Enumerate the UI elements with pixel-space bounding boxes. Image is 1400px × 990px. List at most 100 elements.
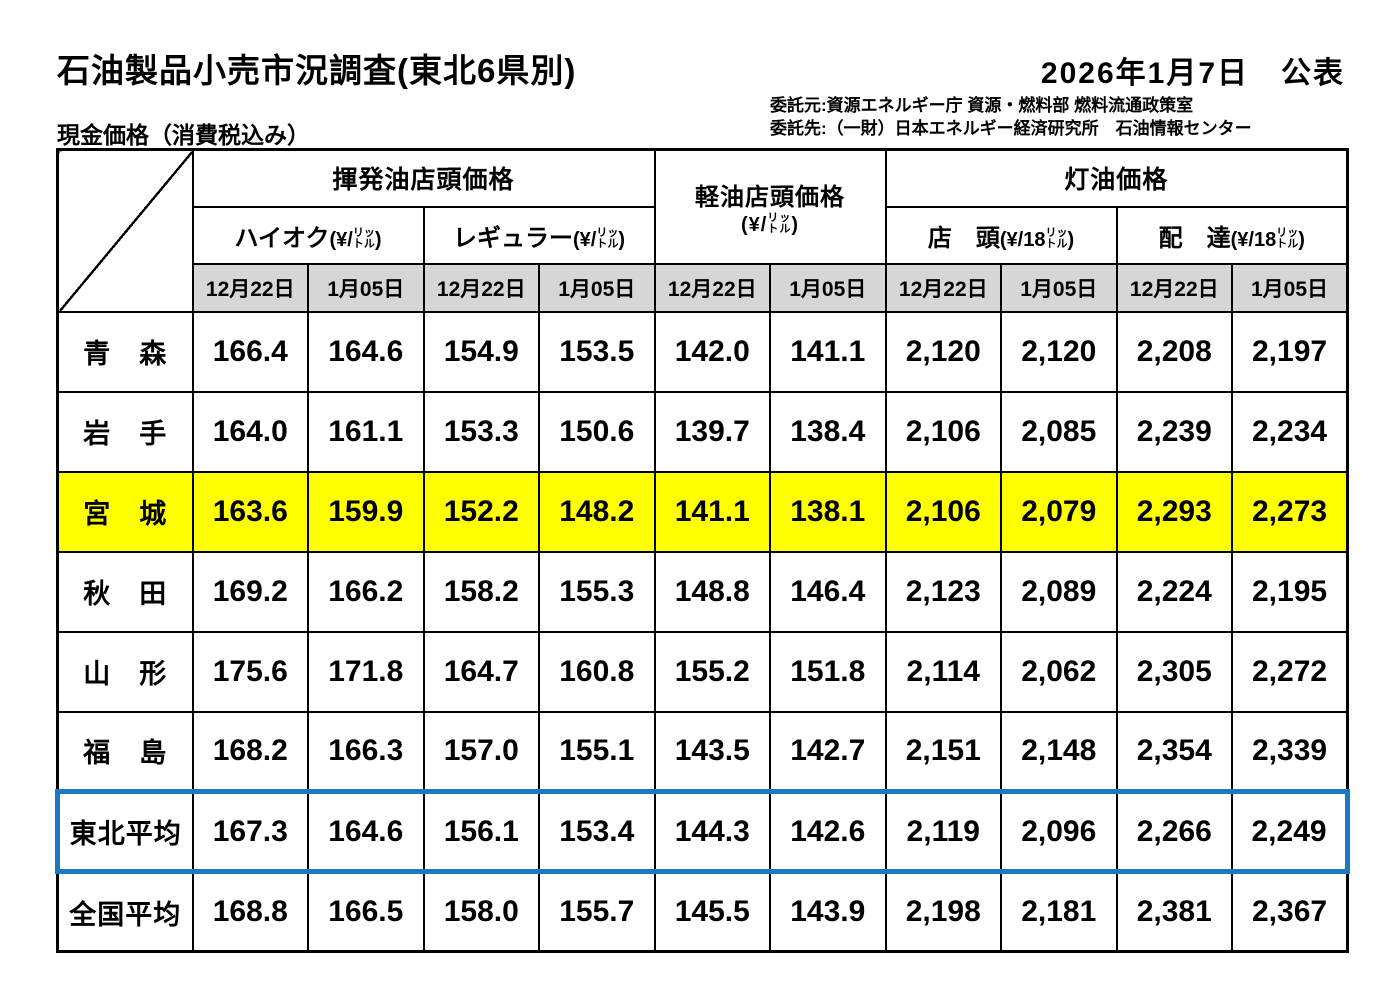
price-cell: 160.8 [538, 630, 656, 713]
liter-stack: リッ トル [1045, 228, 1067, 250]
row-label: 山 形 [56, 630, 194, 713]
date-header-cell: 1月05日 [1231, 262, 1349, 313]
price-cell: 152.2 [422, 470, 540, 553]
price-cell: 164.6 [307, 789, 425, 874]
price-cell: 148.8 [653, 550, 772, 633]
price-cell: 153.4 [538, 789, 656, 874]
price-cell: 2,181 [1000, 870, 1118, 953]
subheader-regular: レギュラー(¥/リッ トル) [422, 205, 656, 265]
price-cell: 2,224 [1115, 550, 1234, 633]
price-cell: 2,197 [1231, 310, 1349, 393]
liter-top: リッ [1045, 227, 1068, 240]
price-cell: 167.3 [191, 789, 309, 874]
liter-top: リッ [767, 212, 792, 225]
price-cell: 2,195 [1231, 550, 1349, 633]
price-cell: 153.3 [422, 390, 540, 473]
table-row-yamagata: 山 形 175.6 171.8 164.7 160.8 155.2 151.8 … [56, 630, 1349, 713]
liter-bottom: トル [767, 223, 792, 236]
price-cell: 2,096 [1000, 789, 1118, 874]
header-gasoline-group: 揮発油店頭価格 [191, 148, 656, 208]
diesel-group-label: 軽油店頭価格 [695, 183, 846, 211]
row-label: 岩 手 [56, 390, 194, 473]
subheader-kerosene-shop: 店 頭(¥/18 リッ トル) [884, 205, 1118, 265]
commission-to: 委託先:（一財）日本エネルギー経済研究所 石油情報センター [770, 119, 1252, 138]
table-row-fukushima: 福 島 168.2 166.3 157.0 155.1 143.5 142.7 … [56, 710, 1349, 793]
delivery-unit: (¥/18 リッ トル) [1231, 228, 1305, 251]
price-cell: 2,106 [884, 470, 1003, 553]
price-cell: 175.6 [191, 630, 309, 713]
diagonal-cell [56, 148, 194, 313]
price-cell: 168.8 [191, 870, 309, 953]
price-cell: 154.9 [422, 310, 540, 393]
price-cell: 2,266 [1115, 789, 1234, 874]
table-row-aomori: 青 森 166.4 164.6 154.9 153.5 142.0 141.1 … [56, 310, 1349, 393]
price-cell: 138.1 [769, 470, 887, 553]
price-cell: 164.7 [422, 630, 540, 713]
row-label: 東北平均 [55, 789, 194, 874]
price-cell: 168.2 [191, 710, 309, 793]
liter-stack: リッ トル [1276, 228, 1298, 250]
price-cell: 166.5 [307, 870, 425, 953]
liter-top: リッ [1276, 227, 1299, 240]
gasoline-group-label: 揮発油店頭価格 [332, 166, 515, 195]
subheader-highoctane: ハイオク(¥/リッ トル) [191, 205, 425, 265]
price-cell: 2,234 [1231, 390, 1349, 473]
row-label: 秋 田 [56, 550, 194, 633]
price-cell: 166.4 [191, 310, 309, 393]
liter-bottom: トル [596, 238, 619, 251]
price-cell: 2,079 [1000, 470, 1118, 553]
table-row-tohoku-average-boxed: 東北平均 167.3 164.6 156.1 153.4 144.3 142.6… [55, 789, 1351, 874]
unit-close: ) [1067, 228, 1075, 251]
price-cell: 2,198 [884, 870, 1003, 953]
table-row-national-average: 全国平均 168.8 166.5 158.0 155.7 145.5 143.9… [56, 870, 1349, 953]
price-cell: 155.7 [538, 870, 656, 953]
regular-label: レギュラー [453, 224, 573, 252]
header-kerosene-group: 灯油価格 [884, 148, 1349, 208]
date-header-cell: 12月22日 [422, 262, 540, 313]
date-header-cell: 12月22日 [884, 262, 1003, 313]
price-cell: 2,106 [884, 390, 1003, 473]
price-cell: 153.5 [538, 310, 656, 393]
price-cell: 138.4 [769, 390, 887, 473]
regular-unit: (¥/リッ トル) [573, 228, 625, 251]
date-header-cell: 1月05日 [769, 262, 887, 313]
price-cell: 2,208 [1115, 310, 1234, 393]
kerosene-group-label: 灯油価格 [1064, 166, 1169, 195]
price-cell: 155.1 [538, 710, 656, 793]
price-cell: 159.9 [307, 470, 425, 553]
page-title: 石油製品小売市況調査(東北6県別) [57, 52, 577, 89]
price-cell: 2,085 [1000, 390, 1118, 473]
header-date-row: 12月22日 1月05日 12月22日 1月05日 12月22日 1月05日 1… [58, 262, 1349, 313]
row-label: 全国平均 [56, 870, 194, 953]
price-cell: 2,119 [884, 789, 1003, 874]
price-cell: 2,249 [1231, 789, 1351, 874]
price-cell: 150.6 [538, 390, 656, 473]
price-cell: 158.2 [422, 550, 540, 633]
unit-prefix: (¥/ [741, 213, 768, 236]
price-cell: 169.2 [191, 550, 309, 633]
table-row-miyagi-highlighted: 宮 城 163.6 159.9 152.2 148.2 141.1 138.1 … [56, 470, 1349, 553]
price-cell: 156.1 [422, 789, 540, 874]
price-cell: 141.1 [769, 310, 887, 393]
price-cell: 166.2 [307, 550, 425, 633]
shop-unit: (¥/18 リッ トル) [1000, 228, 1075, 251]
price-cell: 163.6 [191, 470, 309, 553]
price-cell: 145.5 [653, 870, 772, 953]
price-cell: 2,148 [1000, 710, 1118, 793]
price-cell: 155.2 [653, 630, 772, 713]
commission-block: 委託元:資源エネルギー庁 資源・燃料部 燃料流通政策室 委託先:（一財）日本エネ… [770, 94, 1252, 140]
price-cell: 2,239 [1115, 390, 1234, 473]
subheader-kerosene-delivery: 配 達(¥/18 リッ トル) [1115, 205, 1349, 265]
price-cell: 2,273 [1231, 470, 1349, 553]
price-cell: 2,114 [884, 630, 1003, 713]
shop-label: 店 頭 [927, 224, 1000, 252]
unit-close: ) [1298, 228, 1305, 251]
price-cell: 2,123 [884, 550, 1003, 633]
price-cell: 2,367 [1231, 870, 1349, 953]
liter-top: リッ [352, 227, 375, 240]
date-header-cell: 1月05日 [538, 262, 656, 313]
price-table: 揮発油店頭価格 軽油店頭価格 (¥/リッ トル) 灯油価格 ハイオク(¥/リッ トル… [55, 148, 1351, 953]
price-cell: 142.7 [769, 710, 887, 793]
commission-from: 委託元:資源エネルギー庁 資源・燃料部 燃料流通政策室 [770, 96, 1194, 115]
